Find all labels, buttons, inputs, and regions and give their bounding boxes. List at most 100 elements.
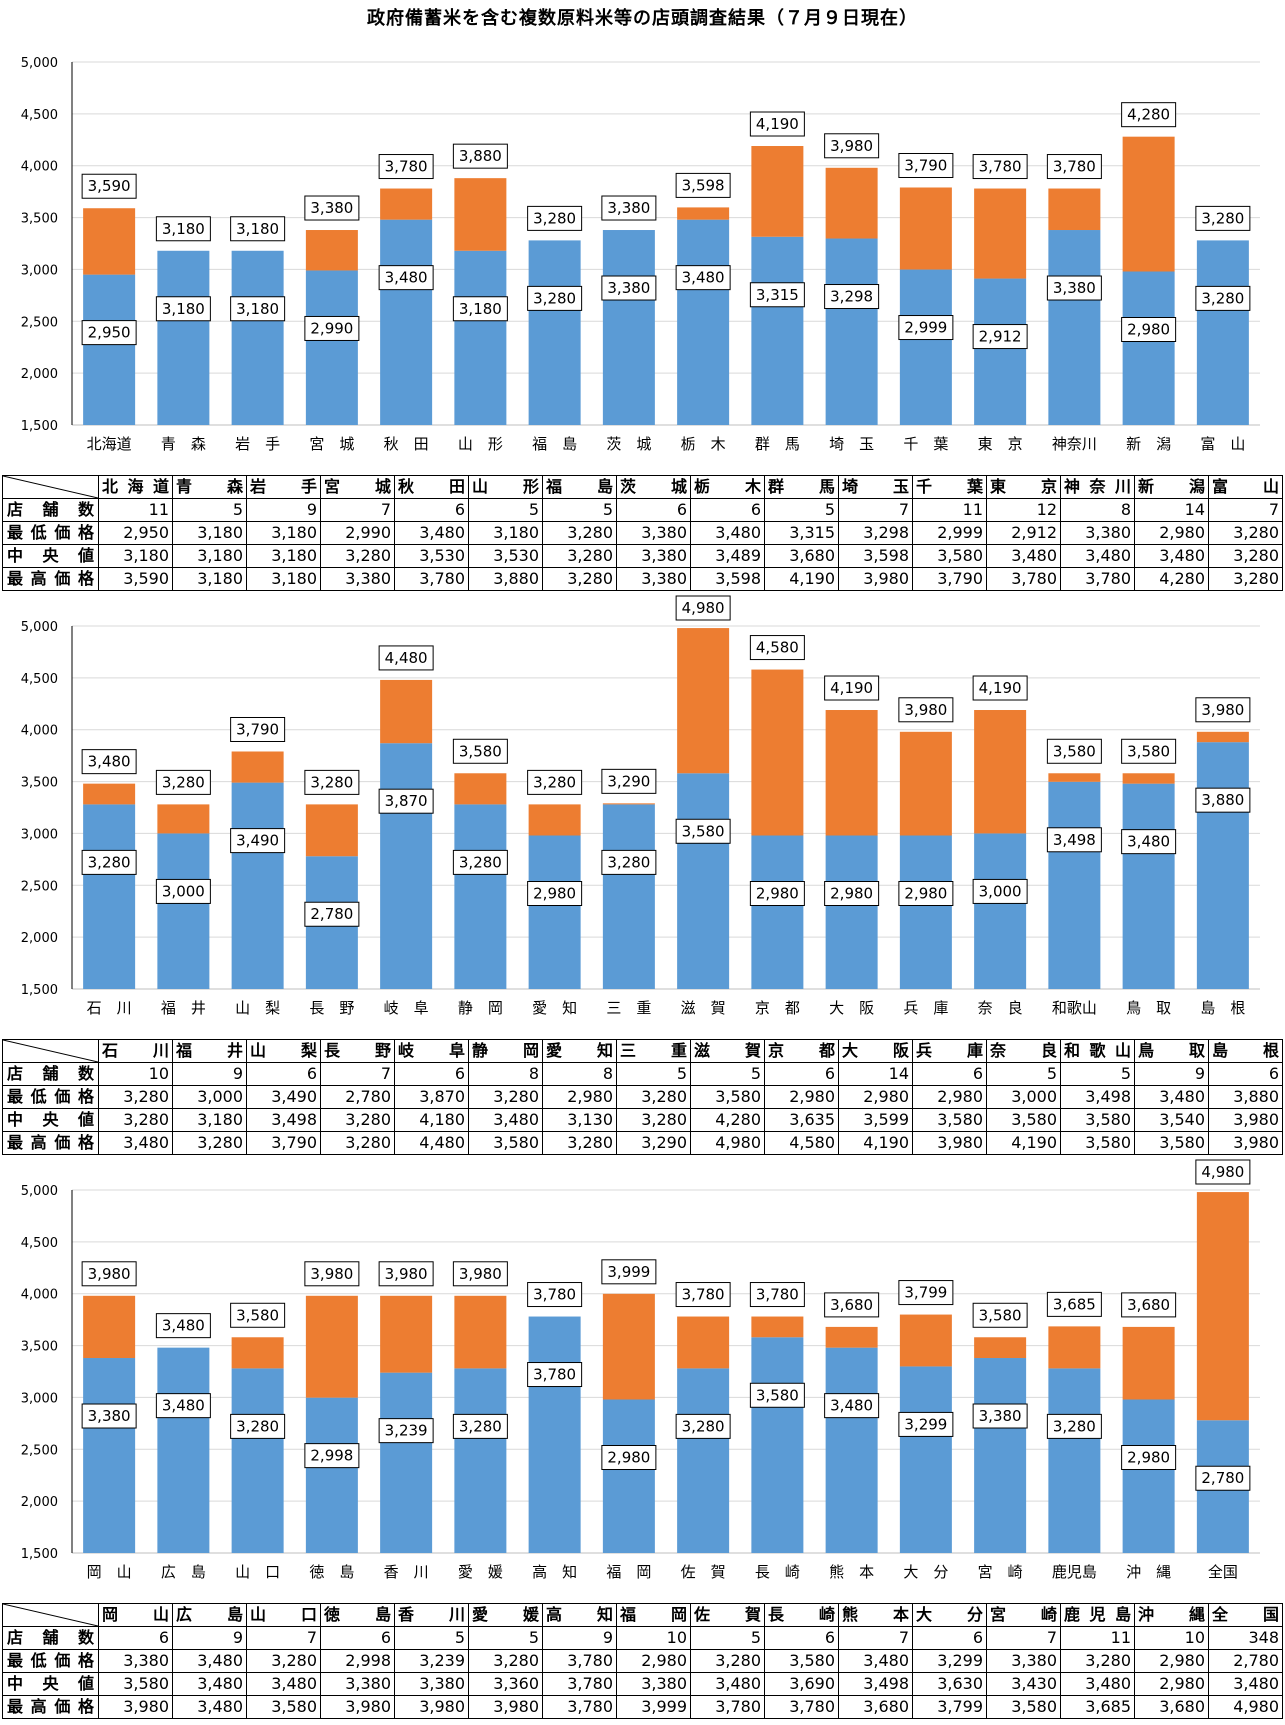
- data-label-min: 3,498: [1046, 827, 1102, 853]
- x-category-label: 沖 縄: [1126, 1563, 1171, 1581]
- bar-max-segment: [899, 187, 952, 270]
- table-header-cell: 島 根: [1208, 1039, 1283, 1063]
- table-cell: 3,780: [542, 1672, 617, 1696]
- table-cell: 3,870: [394, 1085, 469, 1109]
- table-cell: 6: [690, 498, 765, 522]
- table-header-cell: 宮 崎: [986, 1603, 1061, 1627]
- table-cell: 6: [616, 498, 691, 522]
- bar-min: [528, 240, 581, 425]
- data-label-max: 3,980: [304, 1261, 360, 1287]
- data-label-max: 3,780: [378, 154, 434, 180]
- table-cell: 3,480: [838, 1649, 913, 1673]
- table-header-cell: 岐 阜: [394, 1039, 469, 1063]
- data-label-min: 2,780: [1195, 1465, 1251, 1491]
- table-cell: 3,580: [98, 1672, 173, 1696]
- table-row: 最高価格 3,480 3,280 3,790 3,280 4,480 3,580 3,280 3…: [2, 1131, 1283, 1155]
- bar-min: [1048, 1368, 1101, 1553]
- table-header-cell: 和歌山: [1060, 1039, 1135, 1063]
- svg-text:3,980: 3,980: [88, 1265, 131, 1283]
- data-label-max: 4,190: [972, 675, 1028, 701]
- bar-max-segment: [1048, 188, 1101, 231]
- y-tick-label: 1,500: [21, 983, 58, 998]
- bar-max-segment: [677, 1316, 730, 1369]
- data-label-min: 2,980: [527, 881, 583, 907]
- table-cell: 3,180: [98, 544, 173, 568]
- table-header-cell: 新 潟: [1134, 475, 1209, 499]
- table-cell: 3,980: [320, 1695, 395, 1719]
- table-cell: 3,480: [1208, 1672, 1283, 1696]
- data-label-min: 3,280: [601, 849, 657, 875]
- table-header-cell: 千 葉: [912, 475, 987, 499]
- x-category-label: 新 潟: [1126, 435, 1171, 453]
- table-header-cell: 静 岡: [468, 1039, 543, 1063]
- table-cell: 3,680: [838, 1695, 913, 1719]
- table-cell: 7: [838, 1626, 913, 1650]
- bar-min: [1122, 1399, 1175, 1553]
- svg-text:3,685: 3,685: [1053, 1295, 1096, 1313]
- table-header-cell: 鳥 取: [1134, 1039, 1209, 1063]
- table-header-cell: 全国: [1208, 1603, 1283, 1627]
- x-category-label: 大 分: [903, 1563, 948, 1581]
- bar-max-segment: [454, 1295, 507, 1369]
- x-category-label: 鳥 取: [1126, 999, 1171, 1017]
- table-cell: 3,530: [394, 544, 469, 568]
- data-label-max: 3,980: [898, 697, 954, 723]
- data-label-min: 2,950: [81, 320, 137, 346]
- data-label-min: 3,180: [155, 296, 211, 322]
- data-label-max: 4,190: [824, 675, 880, 701]
- svg-text:3,780: 3,780: [979, 158, 1022, 176]
- svg-text:3,980: 3,980: [310, 1265, 353, 1283]
- data-label-max: 3,780: [1046, 154, 1102, 180]
- svg-text:3,180: 3,180: [162, 300, 205, 318]
- data-label-min: 2,980: [749, 881, 805, 907]
- svg-text:3,880: 3,880: [459, 147, 502, 165]
- svg-text:3,680: 3,680: [830, 1296, 873, 1314]
- table-cell: 4,580: [764, 1131, 839, 1155]
- data-label-min: 3,480: [675, 265, 731, 291]
- data-label-min: 3,380: [81, 1403, 137, 1429]
- data-label-max: 4,980: [675, 595, 731, 621]
- table-cell: 3,980: [98, 1695, 173, 1719]
- table-cell: 3,130: [542, 1108, 617, 1132]
- data-table-1: 北海道青 森岩 手宮 城秋 田山 形福 島茨 城栃 木群 馬埼 玉千 葉東 京神…: [2, 475, 1283, 591]
- data-label-max: 3,280: [527, 769, 583, 795]
- table-header-cell: 長 崎: [764, 1603, 839, 1627]
- table-cell: 3,280: [468, 1085, 543, 1109]
- data-label-min: 3,298: [824, 284, 880, 310]
- bar-min: [1122, 271, 1175, 425]
- table-row-label: 最高価格: [2, 567, 99, 591]
- svg-text:2,980: 2,980: [830, 885, 873, 903]
- x-category-label: 富 山: [1200, 435, 1245, 453]
- table-cell: 3,980: [468, 1695, 543, 1719]
- table-cell: 6: [320, 1626, 395, 1650]
- table-header-cell: 京 都: [764, 1039, 839, 1063]
- data-label-min: 3,280: [452, 849, 508, 875]
- svg-text:3,880: 3,880: [1201, 791, 1244, 809]
- data-label-max: 3,290: [601, 768, 657, 794]
- data-label-max: 3,999: [601, 1259, 657, 1285]
- bar-min: [231, 782, 284, 989]
- table-header-cell: 山 口: [246, 1603, 321, 1627]
- x-category-label: 三 重: [606, 999, 651, 1017]
- bar-max-segment: [231, 751, 284, 783]
- bar-min: [1196, 742, 1249, 989]
- svg-text:3,280: 3,280: [1201, 289, 1244, 307]
- bar-min: [825, 238, 878, 425]
- data-label-min: 2,990: [304, 315, 360, 341]
- y-tick-label: 3,500: [21, 1340, 58, 1355]
- data-label-max: 3,580: [230, 1302, 286, 1328]
- table-cell: 3,380: [394, 1672, 469, 1696]
- table-cell: 3,880: [468, 567, 543, 591]
- table-cell: 3,299: [912, 1649, 987, 1673]
- bar-max-segment: [899, 731, 952, 836]
- data-label-min: 3,480: [1121, 829, 1177, 855]
- x-category-label: 京 都: [755, 999, 800, 1017]
- svg-text:3,580: 3,580: [236, 1306, 279, 1324]
- table-cell: 2,999: [912, 521, 987, 545]
- table-cell: 4,190: [838, 1131, 913, 1155]
- table-cell: 7: [320, 1062, 395, 1086]
- y-tick-label: 2,500: [21, 879, 58, 894]
- x-category-label: 岐 阜: [384, 999, 429, 1017]
- bar-max-segment: [1048, 1326, 1101, 1369]
- data-label-max: 3,480: [155, 1313, 211, 1339]
